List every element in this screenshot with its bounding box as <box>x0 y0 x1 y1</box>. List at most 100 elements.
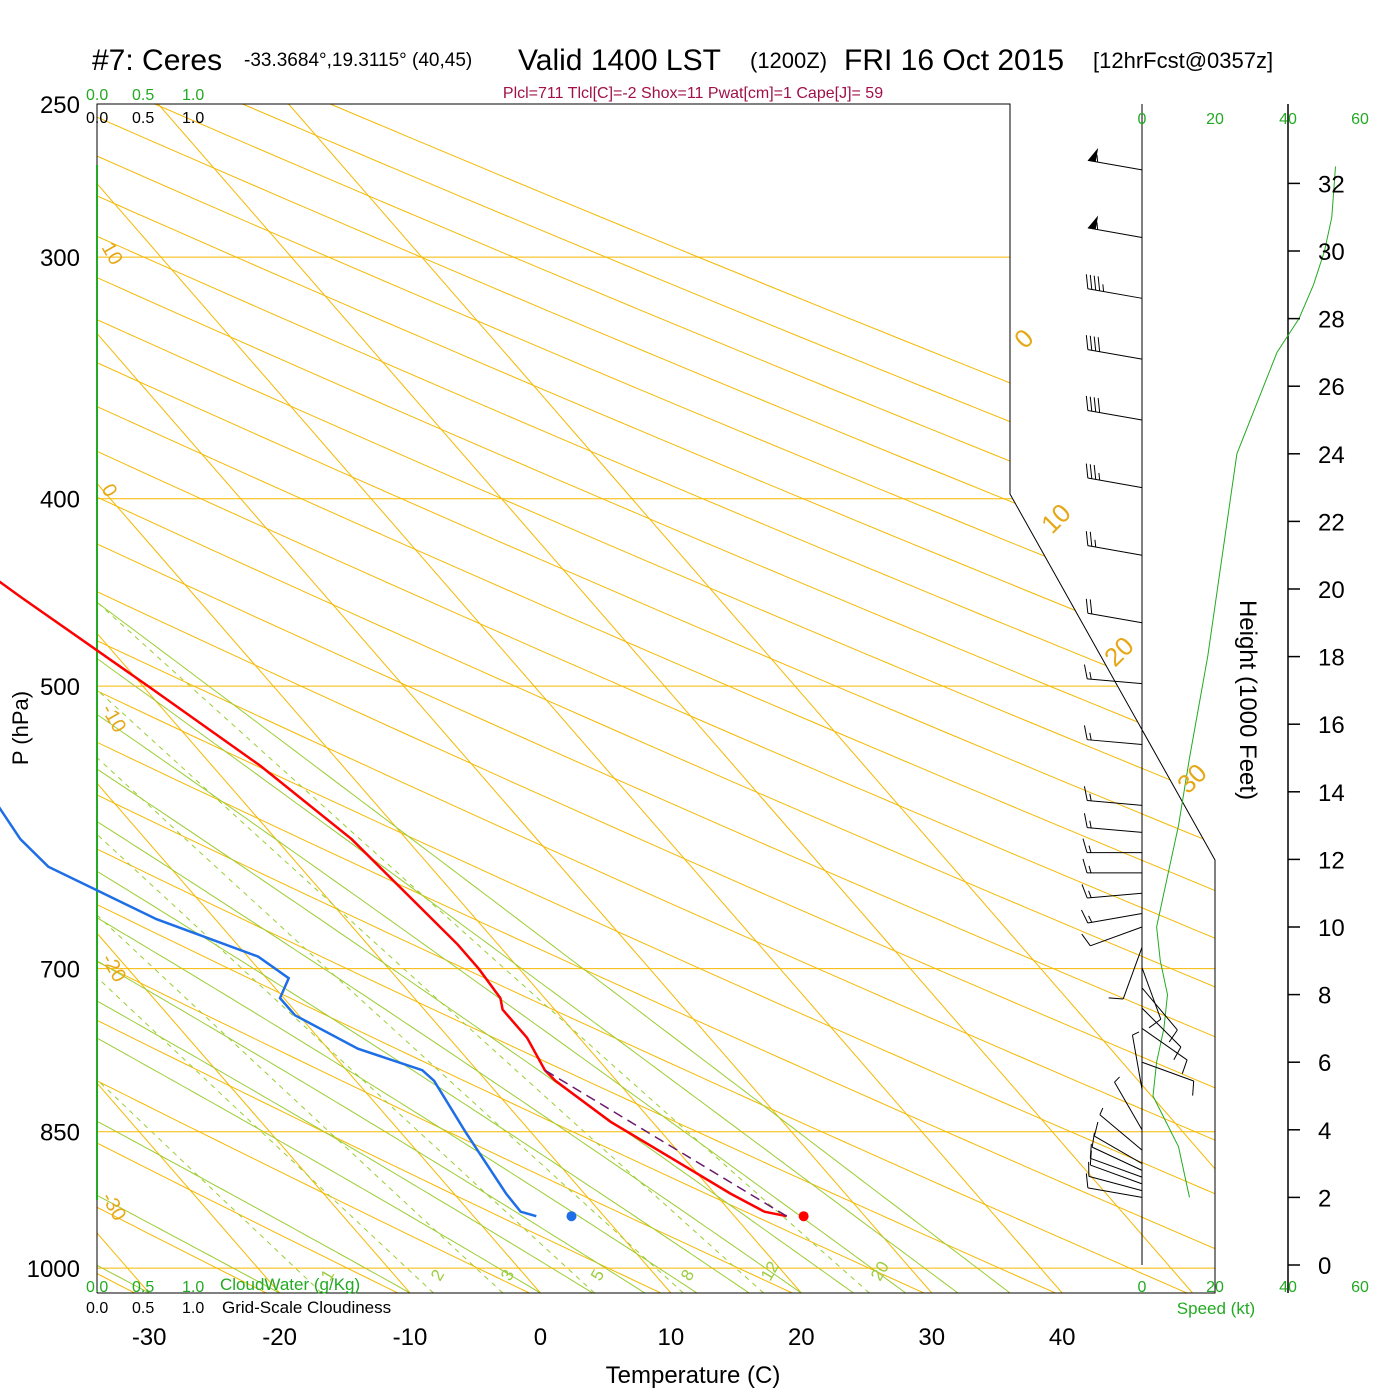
wind-barb-full <box>1148 1018 1162 1029</box>
wind-barb <box>1087 215 1143 238</box>
wind-barb <box>1093 1121 1143 1165</box>
cloudwater-top-1: 1.0 <box>182 87 204 104</box>
speed-bottom-60: 60 <box>1351 1279 1369 1296</box>
wind-barb-full <box>1083 725 1088 740</box>
speed-top-0: 0 <box>1138 111 1147 128</box>
wind-barb-full <box>1093 275 1097 291</box>
cloudiness-bottom-05: 0.5 <box>132 1300 154 1317</box>
wind-barb-flag <box>1087 215 1099 230</box>
speed-top-20: 20 <box>1206 111 1224 128</box>
wind-barb-staff <box>1087 1187 1143 1198</box>
dewpoint-line <box>0 806 537 1218</box>
cloudwater-label: CloudWater (g/Kg) <box>220 1275 360 1294</box>
wind-barb-half <box>1088 845 1092 853</box>
dry-adiabat-line <box>154 104 1215 1293</box>
isotherm-line <box>97 104 802 1293</box>
mixing-ratio-line <box>97 498 434 1293</box>
height-axis-title: Height (1000 Feet) <box>1234 600 1261 800</box>
y-axis-title: P (hPa) <box>8 691 33 765</box>
wind-barb-staff <box>1141 1027 1188 1061</box>
dry-adiabat-line <box>97 104 1215 1293</box>
x-tick-label: 30 <box>918 1324 945 1351</box>
mixing-ratio-label: 20 <box>867 1258 893 1284</box>
isotherm-label: 20 <box>1098 631 1140 673</box>
moist-adiabat-line <box>97 104 906 1293</box>
mixing-ratio-label: 12 <box>757 1258 783 1284</box>
x-tick-label: 0 <box>534 1324 547 1351</box>
wind-barb-half <box>1089 793 1092 801</box>
speed-bottom-20: 20 <box>1206 1279 1224 1296</box>
cloudiness-bottom-1: 1.0 <box>182 1300 204 1317</box>
wind-barb-staff <box>1088 1175 1143 1192</box>
dry-adiabat-line <box>97 104 1215 1293</box>
dry-adiabat-line <box>97 104 1215 1293</box>
pressure-tick-label: 1000 <box>27 1256 80 1283</box>
plot-border <box>96 103 1216 1294</box>
isotherm-label: 10 <box>1035 498 1077 540</box>
wind-barb <box>1108 947 1143 1000</box>
isotherm-lines <box>97 104 1215 1293</box>
wind-barb-staff <box>1091 1146 1143 1171</box>
height-tick-label: 28 <box>1318 307 1345 334</box>
speed-bottom-0: 0 <box>1138 1279 1147 1296</box>
wind-barb-half <box>1096 154 1099 163</box>
surface-dewpoint-dot <box>566 1211 577 1222</box>
wind-barb-half <box>1098 472 1101 481</box>
wind-barb <box>1081 909 1143 924</box>
wind-barb-full <box>1082 838 1088 853</box>
dry-adiabat-line <box>97 104 1188 1293</box>
dry-adiabat-line <box>97 104 1215 1293</box>
wind-barb-staff <box>1087 227 1143 238</box>
wind-barb-staff <box>1094 1135 1143 1165</box>
mixing-ratio-line <box>97 498 764 1293</box>
isotherm-label: -10 <box>97 701 131 737</box>
x-tick-label: 10 <box>658 1324 685 1351</box>
wind-barb <box>1082 858 1142 874</box>
wind-barb <box>1085 598 1143 624</box>
wind-barb-half <box>1099 1107 1104 1115</box>
wind-barb-half <box>1102 284 1105 292</box>
mixing-ratio-line <box>97 498 504 1293</box>
cloudwater-top-05: 0.5 <box>132 87 154 104</box>
moist-adiabat-line <box>97 104 698 1293</box>
wind-barb <box>1141 1027 1188 1074</box>
wind-barb <box>1085 1173 1143 1198</box>
chart-frame <box>96 103 1289 1294</box>
wind-barb-full <box>1173 1046 1182 1060</box>
valid-time: Valid 1400 LST <box>518 44 721 77</box>
wind-barb-full <box>1089 531 1093 547</box>
moist-adiabat-line <box>97 104 593 1293</box>
dry-adiabat-line <box>97 104 1215 1293</box>
isotherm-line <box>97 104 280 1293</box>
sounding-traces <box>0 166 1336 1222</box>
dry-adiabat-line <box>97 104 1215 1293</box>
wind-barb <box>1141 1061 1195 1096</box>
wind-barb-staff <box>1131 1034 1143 1090</box>
wind-barb-staff <box>1141 967 1162 1020</box>
wind-barb-half <box>1089 820 1092 829</box>
wind-barb <box>1083 786 1143 806</box>
x-tick-label: -10 <box>393 1324 428 1351</box>
isobar-lines <box>97 104 1215 1269</box>
zulu-time: (1200Z) <box>750 48 827 73</box>
wind-barb-full <box>1085 274 1089 289</box>
wind-barb <box>1082 838 1142 854</box>
station-coords: -33.3684°,19.3115° (40,45) <box>244 50 472 71</box>
x-tick-label: 20 <box>788 1324 815 1351</box>
wind-barb-full <box>1085 531 1089 546</box>
wind-barb-staff <box>1087 827 1143 833</box>
wind-barb-half <box>1132 1031 1140 1036</box>
wind-barb <box>1099 1107 1143 1151</box>
height-tick-label: 20 <box>1318 577 1345 604</box>
dry-adiabat-line <box>242 104 1215 1293</box>
dry-adiabat-line <box>97 104 1215 1293</box>
wind-barb-staff <box>1099 1114 1143 1151</box>
wind-barb <box>1141 987 1178 1043</box>
wind-barb-full <box>1083 786 1088 801</box>
wind-barb-staff <box>1087 349 1143 360</box>
wind-barb-full <box>1093 336 1097 352</box>
forecast-date: FRI 16 Oct 2015 <box>844 44 1064 77</box>
moist-adiabat-line <box>97 104 1011 1293</box>
dry-adiabat-line <box>97 104 1215 1293</box>
wind-barb-full <box>1093 464 1097 480</box>
